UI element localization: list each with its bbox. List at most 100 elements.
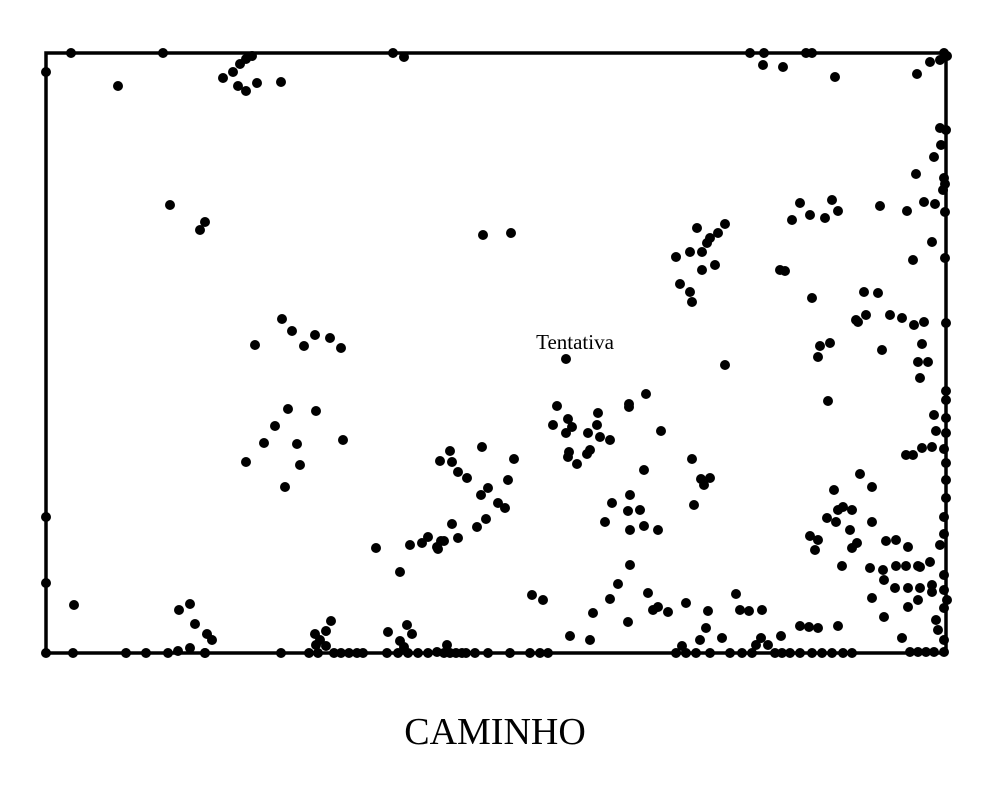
point: [68, 648, 78, 658]
point: [158, 48, 168, 58]
point: [915, 562, 925, 572]
point: [472, 522, 482, 532]
point: [717, 633, 727, 643]
point: [929, 152, 939, 162]
point: [927, 580, 937, 590]
point: [795, 648, 805, 658]
point: [829, 485, 839, 495]
point: [393, 648, 403, 658]
point: [903, 583, 913, 593]
point: [941, 395, 951, 405]
point: [325, 333, 335, 343]
point: [735, 605, 745, 615]
point: [538, 595, 548, 605]
point: [867, 593, 877, 603]
point: [477, 442, 487, 452]
point: [500, 503, 510, 513]
point: [737, 648, 747, 658]
point: [625, 490, 635, 500]
point: [276, 77, 286, 87]
point: [692, 223, 702, 233]
point: [407, 629, 417, 639]
point: [413, 648, 423, 658]
point: [270, 421, 280, 431]
point: [163, 648, 173, 658]
point: [878, 565, 888, 575]
point: [747, 648, 757, 658]
point: [810, 545, 820, 555]
point: [292, 439, 302, 449]
point: [247, 51, 257, 61]
point: [903, 602, 913, 612]
point: [927, 237, 937, 247]
point: [776, 631, 786, 641]
point: [901, 561, 911, 571]
point: [815, 341, 825, 351]
point: [777, 648, 787, 658]
point: [695, 635, 705, 645]
caption-title: CAMINHO: [404, 711, 586, 753]
point: [855, 469, 865, 479]
point: [200, 217, 210, 227]
point: [371, 543, 381, 553]
point: [453, 533, 463, 543]
point: [940, 207, 950, 217]
point: [820, 213, 830, 223]
point: [759, 48, 769, 58]
plot-frame: [44, 51, 948, 655]
point: [173, 646, 183, 656]
point: [865, 563, 875, 573]
point: [336, 343, 346, 353]
point: [185, 643, 195, 653]
point: [705, 648, 715, 658]
point: [605, 435, 615, 445]
point: [304, 648, 314, 658]
point: [299, 341, 309, 351]
point: [939, 512, 949, 522]
point: [509, 454, 519, 464]
point: [911, 169, 921, 179]
point: [653, 525, 663, 535]
point: [585, 445, 595, 455]
point: [625, 525, 635, 535]
point: [283, 404, 293, 414]
point: [433, 544, 443, 554]
point: [639, 465, 649, 475]
point: [833, 621, 843, 631]
point: [891, 535, 901, 545]
point: [41, 67, 51, 77]
point: [623, 506, 633, 516]
point: [453, 467, 463, 477]
point: [877, 345, 887, 355]
point: [113, 81, 123, 91]
point: [935, 540, 945, 550]
point: [859, 287, 869, 297]
tentativa-label: Tentativa: [536, 330, 615, 354]
point: [483, 483, 493, 493]
point: [585, 635, 595, 645]
point: [41, 578, 51, 588]
point: [807, 48, 817, 58]
point: [763, 640, 773, 650]
point: [853, 317, 863, 327]
point: [326, 616, 336, 626]
point: [813, 623, 823, 633]
point: [757, 605, 767, 615]
point: [795, 621, 805, 631]
point: [745, 48, 755, 58]
point: [233, 81, 243, 91]
point: [588, 608, 598, 618]
point: [837, 561, 847, 571]
point: [838, 648, 848, 658]
point: [825, 338, 835, 348]
point: [207, 635, 217, 645]
point: [927, 442, 937, 452]
point: [701, 623, 711, 633]
point: [933, 625, 943, 635]
point: [681, 598, 691, 608]
point: [399, 52, 409, 62]
point: [830, 72, 840, 82]
point: [435, 456, 445, 466]
point: [190, 619, 200, 629]
point: [583, 428, 593, 438]
